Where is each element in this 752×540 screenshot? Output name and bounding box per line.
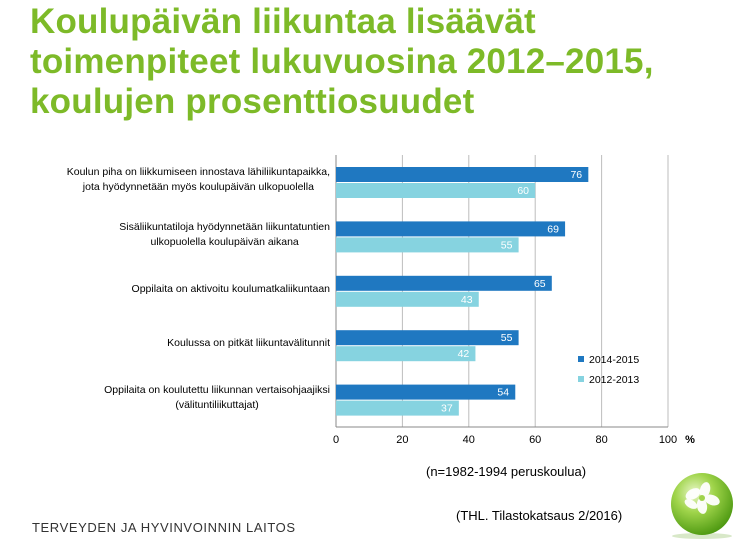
bar-value-label: 37 [441,403,453,415]
title-line-3: koulujen prosenttiosuudet [30,82,475,121]
x-axis-unit: % [685,434,695,446]
bar-2014-2015 [336,384,516,400]
category-label: Sisäliikuntatiloja hyödynnetään liikunta… [119,220,330,248]
x-tick-label: 80 [595,434,607,446]
category-label: Oppilaita on koulutettu liikunnan vertai… [104,383,330,411]
category-label: Koulun piha on liikkumiseen innostava lä… [66,166,330,194]
x-tick-label: 0 [333,434,339,446]
bar-2012-2013 [336,291,479,307]
bar-2012-2013 [336,237,519,253]
bar-value-label: 55 [501,239,513,251]
category-label: Oppilaita on aktivoitu koulumatkaliikunt… [131,282,330,295]
x-tick-label: 40 [463,434,475,446]
bar-value-label: 65 [534,278,546,290]
bar-2014-2015 [336,330,519,346]
legend-swatch-2012-2013 [578,376,584,382]
bar-value-label: 69 [547,223,559,235]
bar-value-label: 43 [461,294,473,306]
bar-2012-2013 [336,400,459,416]
bar-2014-2015 [336,275,552,291]
bar-value-label: 42 [458,348,470,360]
x-tick-label: 60 [529,434,541,446]
bar-2014-2015 [336,167,589,182]
legend-label: 2014-2015 [589,354,639,366]
bar-2012-2013 [336,346,476,362]
bar-value-label: 54 [497,387,509,399]
x-tick-label: 20 [396,434,408,446]
bar-chart: 0 20 40 60 80 100 % 76 60 69 55 65 43 55 42 54 37 2014-20… [333,155,695,446]
bar-value-label: 76 [570,169,582,181]
legend-label: 2012-2013 [589,374,639,386]
x-tick-label: 100 [659,434,677,446]
bar-value-label: 60 [517,185,529,197]
source-note: (THL. Tilastokatsaus 2/2016) [456,508,623,523]
page-title: Koulupäivän liikuntaa lisäävät toimenpit… [30,2,750,122]
title-line-2: toimenpiteet lukuvuosina 2012–2015, [30,42,654,81]
title-line-1: Koulupäivän liikuntaa lisäävät [30,2,536,41]
organization-footer: TERVEYDEN JA HYVINVOINNIN LAITOS [32,520,296,535]
category-label: Koulussa on pitkät liikuntavälitunnit [167,336,330,349]
bar-value-label: 55 [501,332,513,344]
bar-2014-2015 [336,221,566,237]
legend-swatch-2014-2015 [578,356,584,362]
sample-size-note: (n=1982-1994 peruskoulua) [426,464,587,479]
leaf-logo-icon [671,473,733,539]
bar-2012-2013 [336,183,536,198]
